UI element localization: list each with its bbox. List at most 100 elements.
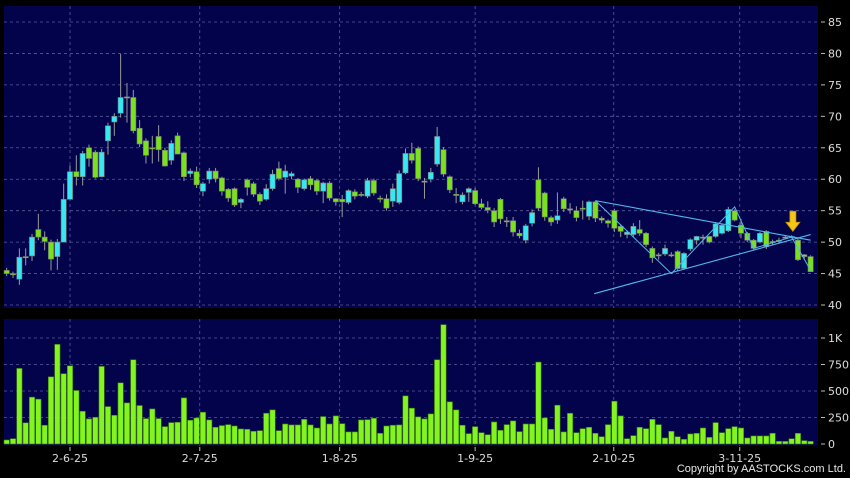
- candle-down: [503, 220, 510, 223]
- volume-bar: [586, 426, 593, 445]
- volume-tick-label: 0: [828, 438, 835, 451]
- candle-down: [219, 177, 225, 192]
- volume-bar: [79, 410, 86, 445]
- volume-bar: [332, 415, 339, 445]
- candle-up: [16, 256, 23, 280]
- volume-bar: [573, 432, 580, 445]
- date-axis: 2-6-25 2-7-25 1-8-25 1-9-25 2-10-25 3-11-25: [52, 447, 761, 465]
- candle-down: [231, 188, 238, 206]
- candle-up: [301, 179, 308, 189]
- volume-bar: [206, 419, 213, 445]
- candle-up: [79, 153, 86, 178]
- candle-down: [193, 171, 200, 186]
- volume-bar: [67, 365, 74, 445]
- volume-bar: [516, 431, 523, 445]
- volume-bar: [307, 424, 314, 445]
- volume-bar: [263, 412, 270, 445]
- down-arrow-icon: [785, 210, 801, 232]
- price-tick-label: 80: [828, 47, 842, 60]
- volume-bar: [636, 426, 643, 445]
- candle-down: [174, 135, 181, 155]
- volume-bar: [288, 424, 295, 445]
- candle-down: [807, 256, 814, 272]
- volume-bar: [180, 397, 187, 445]
- volume-bar: [282, 423, 289, 445]
- volume-bar: [275, 430, 282, 445]
- volume-bar: [117, 382, 124, 445]
- candle-down: [377, 197, 384, 200]
- volume-bar: [687, 433, 694, 445]
- candle-up: [364, 180, 371, 197]
- volume-bar: [478, 432, 485, 445]
- volume-bar: [111, 414, 118, 445]
- candle-down: [3, 270, 10, 274]
- candle-up: [60, 199, 67, 243]
- volume-bar: [446, 401, 453, 445]
- volume-bar: [351, 431, 358, 445]
- volume-bar: [383, 425, 390, 445]
- date-tick-label: 2-7-25: [182, 452, 218, 465]
- date-tick-label: 2-10-25: [592, 452, 635, 465]
- candle-up: [282, 170, 289, 178]
- candle-up: [719, 224, 725, 234]
- volume-bar: [503, 424, 510, 445]
- candle-down: [491, 210, 498, 223]
- zigzag-line: [595, 200, 812, 275]
- candle-down: [408, 153, 415, 161]
- candle-up: [662, 248, 668, 255]
- volume-bar: [22, 422, 29, 445]
- candle-down: [567, 208, 573, 211]
- date-tick-label: 3-11-25: [718, 452, 761, 465]
- volume-bar: [98, 366, 105, 445]
- candle-down: [41, 236, 48, 242]
- volume-bar: [73, 390, 80, 445]
- candle-down: [516, 233, 523, 237]
- volume-bar: [529, 423, 536, 445]
- volume-tick-label: 750: [828, 359, 849, 372]
- candle-up: [522, 225, 529, 241]
- candle-down: [351, 191, 358, 197]
- volume-bar: [434, 359, 441, 445]
- candle-down: [124, 96, 130, 99]
- candle-down: [415, 148, 422, 179]
- trend-line: [595, 200, 811, 241]
- candle-up: [681, 253, 687, 269]
- volume-bar: [415, 416, 422, 445]
- candle-up: [345, 190, 352, 203]
- candle-up: [288, 173, 295, 177]
- volume-bar: [554, 404, 561, 445]
- candle-up: [117, 97, 124, 114]
- candle-down: [130, 97, 137, 132]
- volume-bar: [244, 428, 251, 445]
- candle-up: [320, 182, 327, 192]
- volume-bar: [750, 435, 757, 445]
- volume-bar: [718, 432, 725, 445]
- volume-bar: [269, 409, 276, 445]
- candle-up: [105, 125, 111, 142]
- candle-down: [162, 149, 168, 167]
- date-tick-label: 1-8-25: [322, 452, 358, 465]
- volume-bar: [567, 412, 574, 445]
- volume-bar: [123, 402, 130, 445]
- volume-bar: [611, 400, 618, 445]
- price-tick-label: 65: [828, 142, 842, 155]
- candle-down: [440, 149, 447, 175]
- volume-bar: [579, 428, 586, 445]
- volume-tick-label: 500: [828, 385, 849, 398]
- candle-down: [592, 201, 599, 219]
- candle-down: [212, 170, 219, 179]
- candle-up: [554, 215, 561, 221]
- volume-bar: [377, 432, 384, 445]
- candle-down: [181, 152, 187, 178]
- volume-tick-label: 1K: [828, 332, 843, 345]
- candle-down: [706, 236, 713, 243]
- candle-up: [111, 116, 118, 123]
- volume-bar: [522, 423, 529, 445]
- candle-up: [200, 183, 206, 192]
- candle-down: [339, 199, 346, 203]
- volume-bar: [35, 398, 42, 445]
- candle-down: [332, 198, 339, 203]
- candle-down: [307, 178, 314, 186]
- price-tick-label: 45: [828, 268, 842, 281]
- volume-bar: [339, 423, 346, 445]
